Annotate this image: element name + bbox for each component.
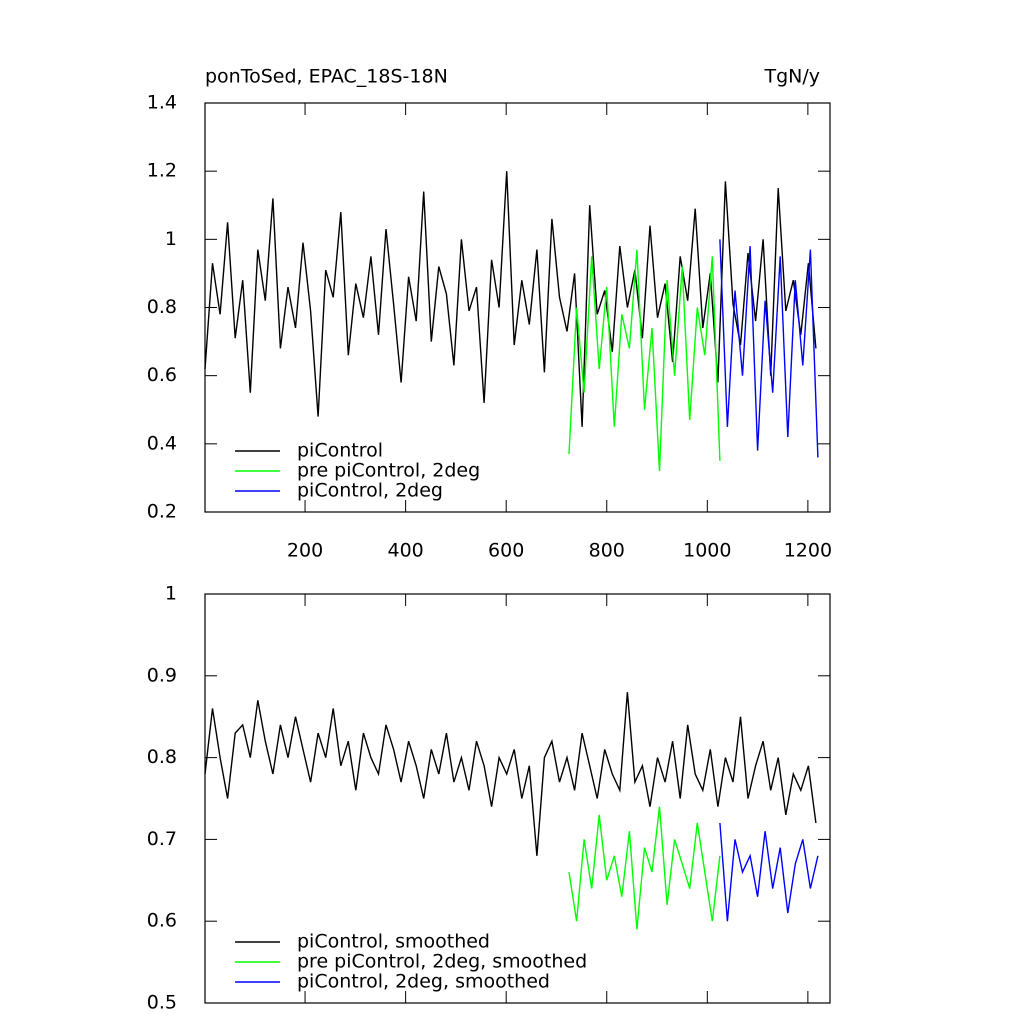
legend-label: piControl, 2deg: [297, 480, 443, 502]
y-tick-label: 1: [165, 583, 177, 605]
series-line: [204, 692, 817, 856]
series-line: [719, 822, 819, 922]
x-tick-label: 200: [287, 540, 323, 562]
x-tick-label: 1000: [683, 540, 731, 562]
legend-label: piControl, smoothed: [297, 931, 490, 953]
series-line: [568, 249, 721, 472]
y-tick-label: 0.8: [147, 296, 177, 318]
y-tick-label: 0.5: [147, 992, 177, 1014]
x-tick-label: 800: [589, 540, 625, 562]
y-tick-label: 0.6: [147, 364, 177, 386]
y-tick-label: 1.2: [147, 160, 177, 182]
y-tick-label: 0.2: [147, 501, 177, 523]
x-tick-label: 1200: [784, 540, 832, 562]
legend-label: pre piControl, 2deg: [297, 460, 480, 482]
series-line: [204, 171, 817, 427]
legend-label: piControl, 2deg, smoothed: [297, 971, 550, 993]
units-label: TgN/y: [763, 66, 820, 88]
chart-title: ponToSed, EPAC_18S-18N: [205, 66, 448, 88]
y-tick-label: 0.8: [147, 746, 177, 768]
legend-label: piControl: [297, 440, 383, 462]
y-tick-label: 0.6: [147, 910, 177, 932]
series-line: [568, 806, 721, 930]
y-tick-label: 0.4: [147, 432, 177, 454]
y-tick-label: 0.7: [147, 828, 177, 850]
y-tick-label: 1.4: [147, 92, 177, 114]
legend-label: pre piControl, 2deg, smoothed: [297, 951, 587, 973]
x-tick-label: 400: [387, 540, 423, 562]
plot-frame: [204, 593, 831, 1004]
y-tick-label: 1: [165, 228, 177, 250]
x-tick-label: 600: [488, 540, 524, 562]
series-line: [719, 239, 819, 458]
y-tick-label: 0.9: [147, 664, 177, 686]
